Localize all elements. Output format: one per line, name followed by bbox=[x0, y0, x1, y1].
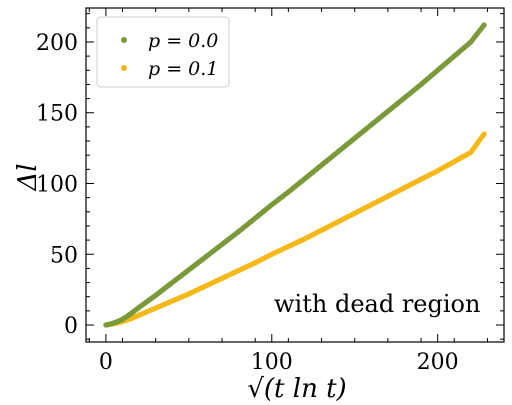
legend-label-p1: p = 0.1 bbox=[148, 58, 218, 80]
y-axis-label: Δl bbox=[13, 163, 43, 191]
legend-marker-p1 bbox=[121, 65, 127, 71]
y-tick-label: 50 bbox=[50, 243, 78, 268]
legend-marker-p0 bbox=[121, 37, 127, 43]
legend-label-p0: p = 0.0 bbox=[148, 30, 218, 52]
x-tick-label: 100 bbox=[251, 350, 293, 375]
axis-ticks: 0 100 200 0 50 100 150 200 bbox=[36, 8, 504, 375]
x-tick-label: 0 bbox=[99, 350, 113, 375]
series-layer bbox=[103, 22, 487, 328]
y-tick-label: 150 bbox=[36, 102, 78, 127]
x-tick-label: 200 bbox=[417, 350, 459, 375]
annotation-text: with dead region bbox=[274, 290, 480, 318]
series-0 bbox=[103, 22, 487, 328]
x-axis-label: √(t ln t) bbox=[247, 374, 346, 404]
legend: p = 0.0 p = 0.1 bbox=[96, 16, 230, 88]
y-tick-label: 0 bbox=[64, 314, 78, 339]
y-tick-label: 100 bbox=[36, 172, 78, 197]
data-point bbox=[481, 131, 487, 137]
y-tick-label: 200 bbox=[36, 31, 78, 56]
plot-frame bbox=[85, 7, 505, 343]
legend-box bbox=[96, 16, 230, 88]
data-point bbox=[481, 22, 487, 28]
